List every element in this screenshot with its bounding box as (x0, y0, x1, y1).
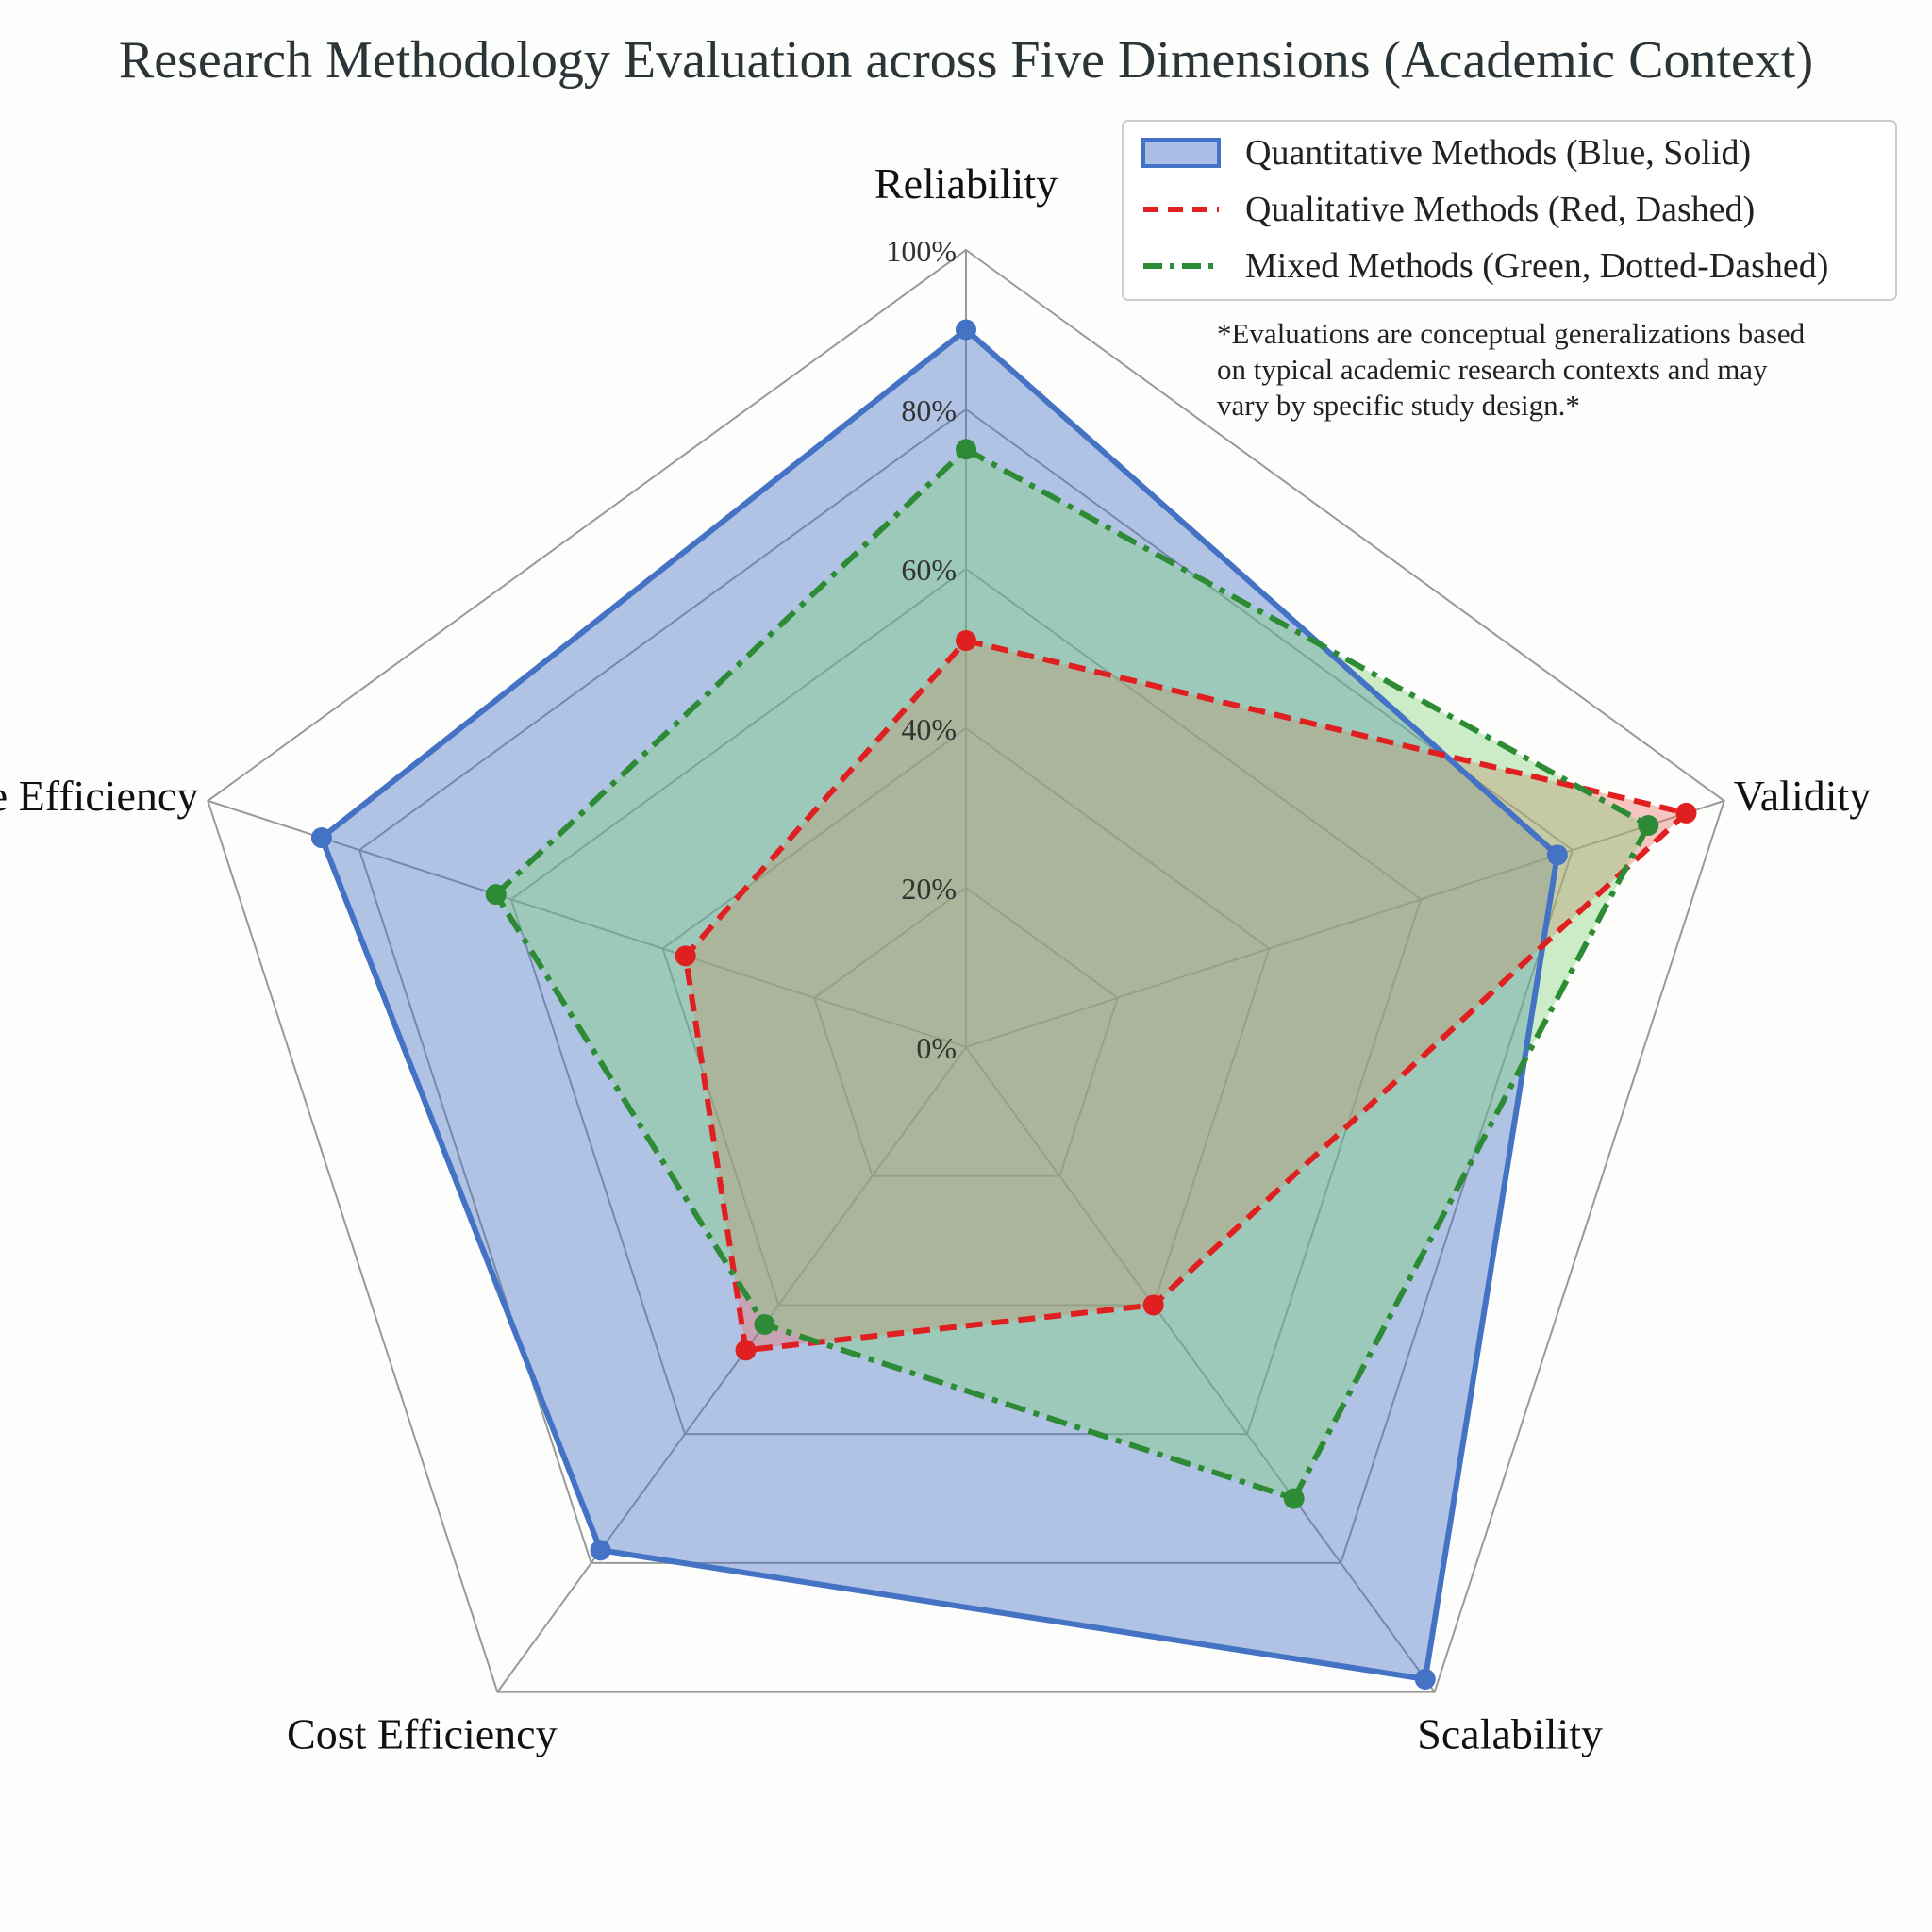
series-area (321, 329, 1557, 1679)
axis-spoke (965, 1046, 1436, 1693)
annotation-line: *Evaluations are conceptual generalizati… (1217, 317, 1806, 350)
data-point (956, 630, 976, 652)
annotation-line: on typical academic research contexts an… (1217, 353, 1768, 386)
tick-label: 20% (901, 872, 957, 906)
data-point (1414, 1668, 1436, 1690)
data-point (1638, 814, 1659, 836)
legend-label-quantitative: Quantitative Methods (Blue, Solid) (1245, 133, 1751, 173)
radar-series (310, 319, 1697, 1690)
data-point (956, 439, 976, 460)
data-point (590, 1540, 611, 1561)
data-point (735, 1340, 757, 1361)
data-point (1546, 844, 1568, 866)
data-point (956, 319, 976, 341)
grid-ring (207, 248, 1725, 1693)
axis-label: Time Efficiency (0, 772, 198, 820)
annotation-line: vary by specific study design.* (1217, 389, 1580, 422)
axis-label: Reliability (874, 159, 1058, 208)
legend-swatch-quantitative (1141, 138, 1221, 168)
tick-label: 40% (901, 712, 957, 746)
tick-label: 100% (886, 234, 957, 268)
axis-label: Cost Efficiency (287, 1710, 558, 1758)
axis-spoke (208, 799, 967, 1048)
tick-label: 60% (901, 553, 957, 587)
legend-label-qualitative: Qualitative Methods (Red, Dashed) (1245, 190, 1755, 229)
data-point (1142, 1294, 1164, 1316)
axis-label: Validity (1734, 772, 1872, 820)
grid-ring (661, 726, 1271, 1307)
data-point (1283, 1488, 1305, 1509)
data-point (310, 827, 332, 849)
tick-label: 80% (901, 393, 957, 427)
chart-title: Research Methodology Evaluation across F… (119, 31, 1813, 90)
tick-label: 0% (916, 1031, 957, 1065)
grid-ring (509, 567, 1423, 1436)
data-point (675, 945, 696, 967)
data-point (485, 884, 507, 906)
legend-label-mixed: Mixed Methods (Green, Dotted-Dashed) (1245, 246, 1828, 286)
series-area (495, 449, 1649, 1499)
radial-tick-labels: 0% 20% 40% 60% 80% 100% (886, 234, 957, 1065)
axis-spoke (965, 799, 1724, 1048)
axis-label: Scalability (1417, 1710, 1603, 1758)
series-line (682, 638, 1690, 1354)
annotation: *Evaluations are conceptual generalizati… (1217, 317, 1806, 422)
axis-labels: Reliability Validity Scalability Cost Effic… (0, 159, 1871, 1758)
legend: Quantitative Methods (Blue, Solid) Quali… (1122, 120, 1897, 301)
axis-spoke (496, 1046, 967, 1693)
data-point (1675, 802, 1697, 824)
data-point (754, 1313, 775, 1335)
grid-ring (813, 886, 1119, 1177)
legend-box (1122, 120, 1897, 301)
series-line (318, 326, 1560, 1682)
series-area (685, 641, 1687, 1351)
